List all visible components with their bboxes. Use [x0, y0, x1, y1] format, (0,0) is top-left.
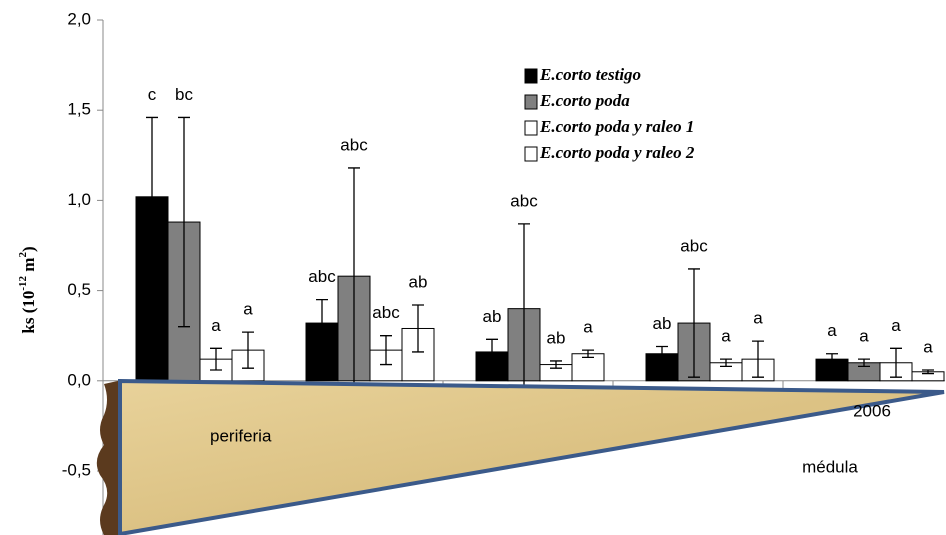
- legend-swatch: [524, 146, 538, 162]
- significance-letter: ab: [547, 328, 566, 347]
- error-bar: [922, 369, 934, 375]
- y-tick-label: 2,0: [67, 9, 91, 28]
- error-bar: [146, 116, 158, 277]
- significance-letter: a: [859, 327, 869, 346]
- error-bar: [752, 340, 764, 378]
- wedge-shape: [118, 378, 945, 535]
- significance-letter: abc: [340, 135, 368, 154]
- error-bar: [858, 358, 870, 368]
- error-bar: [550, 360, 562, 369]
- y-tick-label: 0,5: [67, 280, 91, 299]
- error-bar: [412, 304, 424, 353]
- error-bar: [688, 268, 700, 378]
- legend-label: E.corto poda y raleo 2: [539, 143, 695, 162]
- y-tick-label: -0,5: [62, 460, 91, 479]
- error-bar: [210, 347, 222, 371]
- y-label-part: m: [19, 258, 38, 276]
- y-label-sup: 2: [17, 252, 29, 258]
- error-bar: [178, 116, 190, 328]
- error-bar: [486, 338, 498, 366]
- significance-letter: a: [583, 318, 593, 337]
- bark: [96, 380, 122, 535]
- legend-swatch: [524, 94, 538, 110]
- significance-letter: a: [721, 327, 731, 346]
- legend-swatch: [524, 120, 538, 136]
- y-label-sup: -12: [17, 275, 29, 290]
- significance-letter: a: [211, 316, 221, 335]
- significance-letter: abc: [372, 303, 400, 322]
- significance-letter: abc: [510, 191, 538, 210]
- significance-letter: c: [148, 85, 157, 104]
- significance-letter: a: [243, 300, 253, 319]
- error-bar: [582, 349, 594, 358]
- y-label-part: ks (10: [19, 291, 38, 334]
- significance-letter: a: [827, 321, 837, 340]
- significance-letter: abc: [308, 267, 336, 286]
- annotation: periferia: [210, 426, 272, 445]
- significance-letter: a: [753, 309, 763, 328]
- significance-letter: ab: [409, 273, 428, 292]
- significance-letter: ab: [653, 314, 672, 333]
- legend-label: E.corto testigo: [539, 65, 641, 84]
- error-bar: [826, 353, 838, 366]
- error-bar: [656, 345, 668, 362]
- y-tick-label: 0,0: [67, 370, 91, 389]
- error-bar: [242, 331, 254, 369]
- wood-wedge: [96, 378, 945, 535]
- error-bar: [380, 335, 392, 366]
- significance-letter: abc: [680, 236, 708, 255]
- y-label-part: ): [19, 246, 38, 252]
- significance-letter: ab: [483, 307, 502, 326]
- legend-swatch: [524, 68, 538, 84]
- error-bar: [720, 358, 732, 368]
- legend-label: E.corto poda y raleo 1: [539, 117, 694, 136]
- error-bar: [316, 298, 328, 348]
- error-bar: [890, 347, 902, 378]
- y-tick-label: 1,5: [67, 100, 91, 119]
- significance-letter: a: [891, 316, 901, 335]
- annotations: periferia médula 2006: [210, 401, 891, 476]
- y-axis-label: ks (10-12 m2): [17, 246, 38, 333]
- annotation: 2006: [853, 401, 891, 420]
- significance-letter: a: [923, 337, 933, 356]
- significance-letter: bc: [175, 85, 193, 104]
- y-tick-label: 1,0: [67, 190, 91, 209]
- legend-label: E.corto poda: [539, 91, 630, 110]
- annotation: médula: [802, 457, 858, 476]
